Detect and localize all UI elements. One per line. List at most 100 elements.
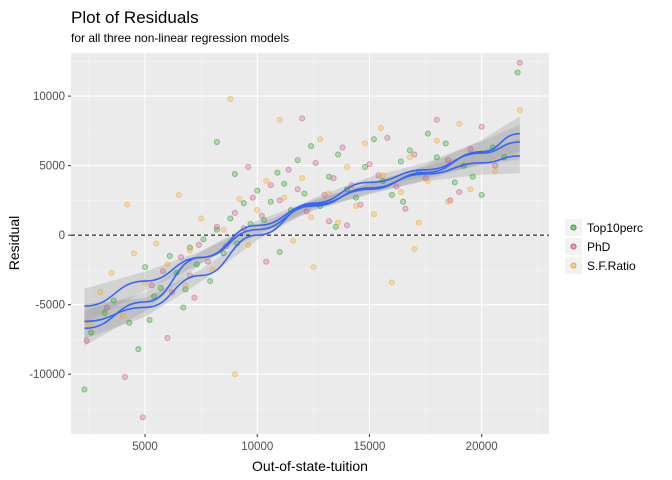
confidence-band [84, 124, 520, 339]
data-point [451, 179, 458, 186]
data-point [274, 169, 281, 176]
data-point [281, 194, 288, 201]
data-point [406, 154, 413, 161]
data-point [110, 297, 117, 304]
data-point [231, 209, 238, 216]
data-point [254, 187, 261, 194]
y-tick-label: -5000 [36, 300, 65, 312]
smooth-line [84, 155, 520, 307]
legend-key [570, 262, 577, 269]
data-point [121, 373, 128, 380]
data-point [204, 258, 211, 265]
data-point [164, 335, 171, 342]
confidence-bands [84, 116, 520, 346]
data-point [456, 189, 463, 196]
x-tick-label: 20000 [466, 441, 498, 453]
data-point [276, 116, 283, 123]
data-point [326, 218, 333, 225]
data-point [366, 161, 373, 168]
data-point [388, 191, 395, 198]
legend-label: Top10perc [587, 221, 643, 235]
data-point [267, 182, 274, 189]
x-axis-label: Out-of-state-tuition [252, 458, 368, 474]
data-point [433, 137, 440, 144]
data-point [182, 282, 189, 289]
data-point [388, 279, 395, 286]
data-point [130, 250, 137, 257]
confidence-band [84, 116, 520, 346]
data-point [290, 237, 297, 244]
data-point [299, 175, 306, 182]
data-point [180, 304, 187, 311]
x-axis-ticks: 5000 10000 15000 20000 [132, 434, 498, 453]
data-point [424, 177, 431, 184]
data-point [285, 166, 292, 173]
data-point [263, 258, 270, 265]
data-point [146, 316, 153, 323]
data-point [299, 115, 306, 122]
data-point [124, 201, 131, 208]
data-point [344, 222, 351, 229]
data-point [175, 191, 182, 198]
data-point [193, 261, 200, 268]
data-point [139, 414, 146, 421]
smooth-line [84, 141, 520, 323]
data-point [207, 278, 214, 285]
data-point [397, 158, 404, 165]
data-point [198, 215, 205, 222]
data-point [393, 183, 400, 190]
data-point [281, 180, 288, 187]
data-point [227, 215, 234, 222]
data-point [375, 172, 382, 179]
data-point [177, 254, 184, 261]
y-tick-label: 10000 [33, 91, 65, 103]
x-tick-label: 5000 [132, 441, 158, 453]
data-point [213, 223, 220, 230]
legend-label: S.F.Ratio [587, 259, 636, 273]
data-point [516, 59, 523, 66]
legend-key [570, 224, 577, 231]
data-point [308, 214, 315, 221]
data-point [142, 264, 149, 271]
minor-gridlines [71, 53, 549, 434]
data-point [492, 168, 499, 175]
data-point [433, 154, 440, 161]
data-point [379, 172, 386, 179]
data-point [103, 304, 110, 311]
data-point [361, 164, 368, 171]
data-point [400, 198, 407, 205]
data-point [467, 145, 474, 152]
data-point [240, 200, 247, 207]
data-point [263, 177, 270, 184]
data-point [339, 144, 346, 151]
data-point [191, 294, 198, 301]
data-point [377, 125, 384, 132]
chart-title: Plot of Residuals [71, 8, 199, 27]
data-point [467, 186, 474, 193]
y-tick-label: 5000 [39, 161, 65, 173]
data-point [415, 219, 422, 226]
data-point [312, 159, 319, 166]
data-point [236, 196, 243, 203]
data-point [317, 136, 324, 143]
smooth-lines [84, 132, 520, 330]
data-point [276, 197, 283, 204]
series-s-f-ratio [85, 95, 523, 378]
data-point [220, 250, 227, 257]
data-point [119, 312, 126, 319]
data-point [478, 191, 485, 198]
plot-panel [71, 53, 549, 434]
data-point [249, 194, 256, 201]
data-point [402, 205, 409, 212]
data-point [469, 173, 476, 180]
data-point [200, 236, 207, 243]
data-point [186, 247, 193, 254]
data-point [397, 189, 404, 196]
data-point [153, 240, 160, 247]
data-point [267, 198, 274, 205]
data-point [148, 282, 155, 289]
data-point [164, 261, 171, 268]
legend: Top10perc PhD S.F.Ratio [565, 219, 643, 274]
y-axis-label: Residual [6, 216, 22, 270]
data-point [492, 162, 499, 169]
